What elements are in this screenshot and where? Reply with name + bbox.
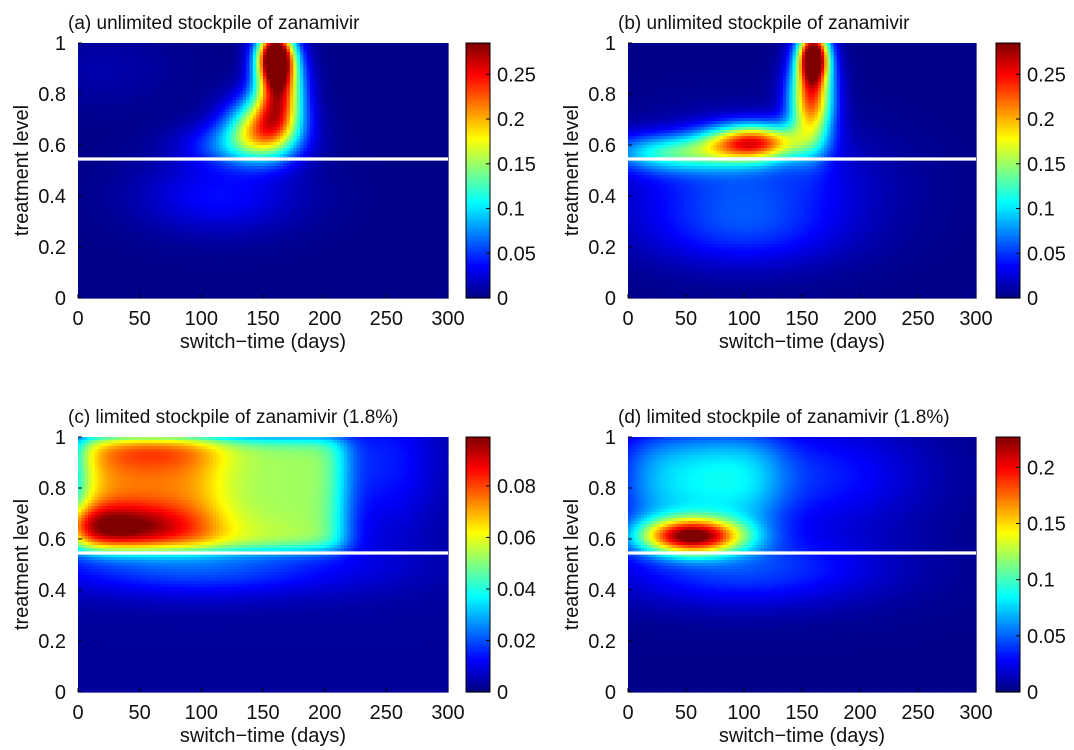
heatmap-a [78, 43, 449, 299]
